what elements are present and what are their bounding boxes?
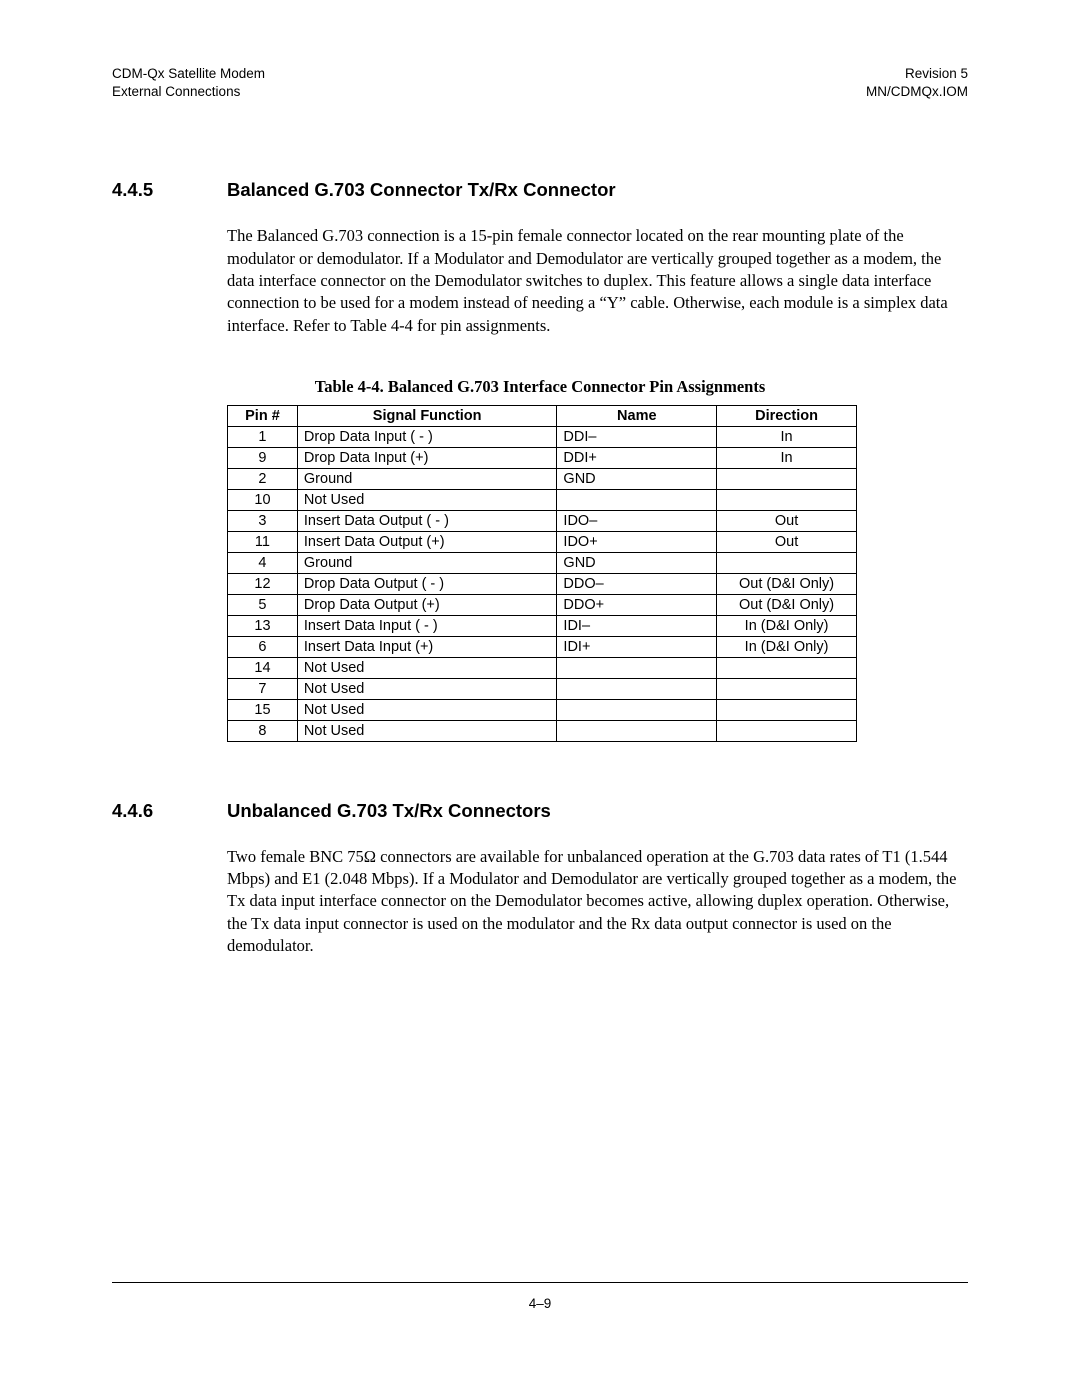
td-signal-function: Insert Data Input ( - ) — [297, 615, 557, 636]
td-pin: 3 — [228, 510, 298, 531]
section-title: Unbalanced G.703 Tx/Rx Connectors — [227, 800, 551, 822]
td-direction: Out — [717, 510, 857, 531]
footer-rule — [112, 1282, 968, 1283]
td-pin: 9 — [228, 447, 298, 468]
td-direction — [717, 657, 857, 678]
td-signal-function: Drop Data Output ( - ) — [297, 573, 557, 594]
td-pin: 8 — [228, 720, 298, 741]
th-dir: Direction — [717, 405, 857, 426]
td-signal-function: Ground — [297, 552, 557, 573]
td-name: IDO+ — [557, 531, 717, 552]
td-name — [557, 489, 717, 510]
td-direction: In (D&I Only) — [717, 636, 857, 657]
td-name — [557, 678, 717, 699]
td-name: GND — [557, 468, 717, 489]
table-row: 8Not Used — [228, 720, 857, 741]
th-name: Name — [557, 405, 717, 426]
td-pin: 12 — [228, 573, 298, 594]
td-signal-function: Insert Data Input (+) — [297, 636, 557, 657]
table-row: 4GroundGND — [228, 552, 857, 573]
td-direction — [717, 699, 857, 720]
td-direction — [717, 489, 857, 510]
td-pin: 5 — [228, 594, 298, 615]
td-signal-function: Not Used — [297, 489, 557, 510]
td-name: DDO– — [557, 573, 717, 594]
td-name — [557, 657, 717, 678]
td-name: DDI+ — [557, 447, 717, 468]
section-446-paragraph: Two female BNC 75Ω connectors are availa… — [227, 846, 968, 957]
td-name: GND — [557, 552, 717, 573]
td-signal-function: Insert Data Output ( - ) — [297, 510, 557, 531]
table-row: 14Not Used — [228, 657, 857, 678]
table-row: 15Not Used — [228, 699, 857, 720]
table-row: 3Insert Data Output ( - )IDO–Out — [228, 510, 857, 531]
td-pin: 4 — [228, 552, 298, 573]
table-row: 2GroundGND — [228, 468, 857, 489]
td-signal-function: Drop Data Input ( - ) — [297, 426, 557, 447]
td-name: IDI– — [557, 615, 717, 636]
td-pin: 2 — [228, 468, 298, 489]
section-445-heading: 4.4.5 Balanced G.703 Connector Tx/Rx Con… — [112, 179, 968, 201]
section-445-paragraph: The Balanced G.703 connection is a 15-pi… — [227, 225, 968, 336]
td-name — [557, 720, 717, 741]
td-signal-function: Not Used — [297, 657, 557, 678]
table-row: 9Drop Data Input (+)DDI+In — [228, 447, 857, 468]
td-pin: 11 — [228, 531, 298, 552]
td-signal-function: Not Used — [297, 699, 557, 720]
td-signal-function: Drop Data Output (+) — [297, 594, 557, 615]
td-direction — [717, 552, 857, 573]
table-row: 1Drop Data Input ( - )DDI–In — [228, 426, 857, 447]
td-pin: 15 — [228, 699, 298, 720]
td-pin: 6 — [228, 636, 298, 657]
table-44-caption: Table 4-4. Balanced G.703 Interface Conn… — [112, 377, 968, 397]
section-number: 4.4.6 — [112, 800, 227, 822]
td-pin: 7 — [228, 678, 298, 699]
table-header-row: Pin # Signal Function Name Direction — [228, 405, 857, 426]
page-header: CDM-Qx Satellite Modem External Connecti… — [112, 65, 968, 101]
th-pin: Pin # — [228, 405, 298, 426]
td-pin: 13 — [228, 615, 298, 636]
header-right: Revision 5 MN/CDMQx.IOM — [866, 65, 968, 101]
td-signal-function: Drop Data Input (+) — [297, 447, 557, 468]
table-row: 10Not Used — [228, 489, 857, 510]
header-left: CDM-Qx Satellite Modem External Connecti… — [112, 65, 265, 101]
td-name: IDO– — [557, 510, 717, 531]
header-left-line2: External Connections — [112, 83, 265, 101]
table-row: 7Not Used — [228, 678, 857, 699]
section-title: Balanced G.703 Connector Tx/Rx Connector — [227, 179, 616, 201]
table-row: 13Insert Data Input ( - )IDI–In (D&I Onl… — [228, 615, 857, 636]
td-direction — [717, 678, 857, 699]
td-pin: 14 — [228, 657, 298, 678]
td-pin: 10 — [228, 489, 298, 510]
table-row: 6Insert Data Input (+)IDI+In (D&I Only) — [228, 636, 857, 657]
header-right-line1: Revision 5 — [866, 65, 968, 83]
td-signal-function: Insert Data Output (+) — [297, 531, 557, 552]
header-left-line1: CDM-Qx Satellite Modem — [112, 65, 265, 83]
td-signal-function: Ground — [297, 468, 557, 489]
td-direction — [717, 468, 857, 489]
table-row: 11Insert Data Output (+)IDO+Out — [228, 531, 857, 552]
table-row: 12Drop Data Output ( - )DDO–Out (D&I Onl… — [228, 573, 857, 594]
td-name — [557, 699, 717, 720]
td-name: DDO+ — [557, 594, 717, 615]
section-446-heading: 4.4.6 Unbalanced G.703 Tx/Rx Connectors — [112, 800, 968, 822]
td-direction: In — [717, 426, 857, 447]
section-number: 4.4.5 — [112, 179, 227, 201]
td-direction — [717, 720, 857, 741]
table-44: Pin # Signal Function Name Direction 1Dr… — [227, 405, 857, 742]
td-name: IDI+ — [557, 636, 717, 657]
td-name: DDI– — [557, 426, 717, 447]
td-signal-function: Not Used — [297, 720, 557, 741]
td-direction: In — [717, 447, 857, 468]
td-direction: In (D&I Only) — [717, 615, 857, 636]
header-right-line2: MN/CDMQx.IOM — [866, 83, 968, 101]
th-sig: Signal Function — [297, 405, 557, 426]
td-direction: Out (D&I Only) — [717, 594, 857, 615]
td-direction: Out (D&I Only) — [717, 573, 857, 594]
td-signal-function: Not Used — [297, 678, 557, 699]
page-number: 4–9 — [0, 1296, 1080, 1311]
td-pin: 1 — [228, 426, 298, 447]
table-row: 5Drop Data Output (+)DDO+Out (D&I Only) — [228, 594, 857, 615]
td-direction: Out — [717, 531, 857, 552]
